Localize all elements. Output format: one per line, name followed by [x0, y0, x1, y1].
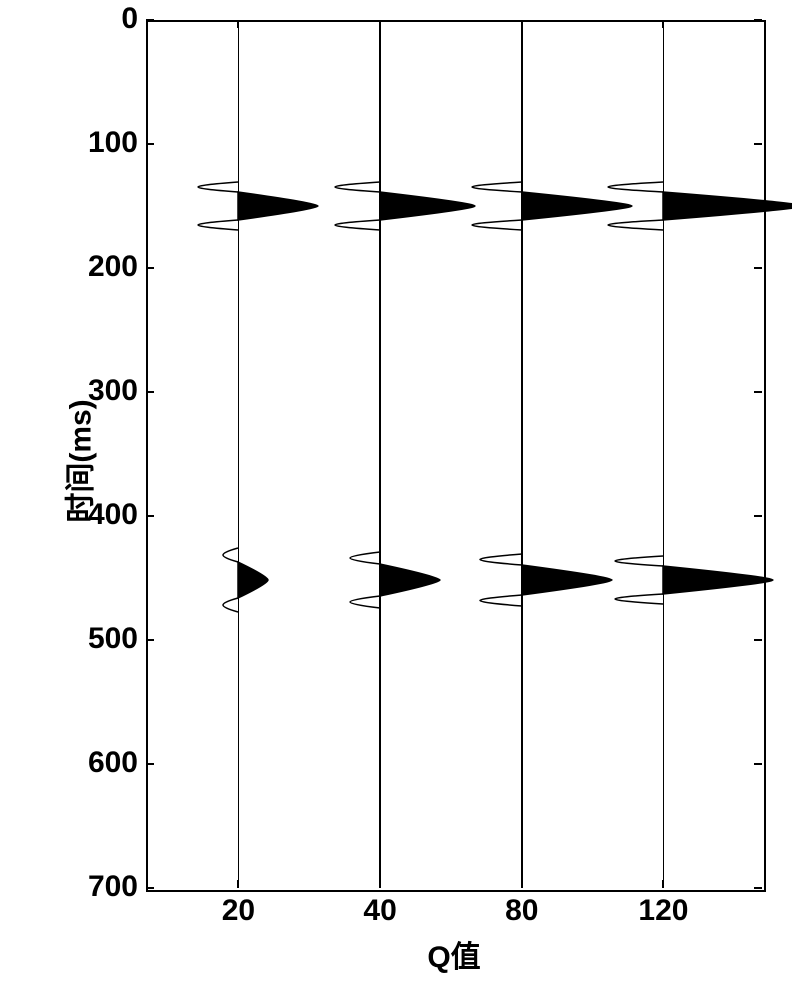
y-tick-label: 200	[88, 250, 138, 284]
y-tick-mark	[754, 267, 762, 269]
y-tick-mark	[146, 143, 154, 145]
y-tick-label: 400	[88, 498, 138, 532]
y-tick-mark	[754, 639, 762, 641]
y-tick-label: 600	[88, 746, 138, 780]
y-tick-mark	[146, 19, 154, 21]
y-tick-label: 700	[88, 870, 138, 904]
trace-baseline	[238, 20, 240, 888]
y-tick-mark	[146, 639, 154, 641]
seismic-wavelet	[613, 554, 775, 606]
y-tick-mark	[146, 391, 154, 393]
seismic-wavelet	[221, 546, 270, 614]
trace-baseline	[663, 20, 665, 888]
y-tick-label: 500	[88, 622, 138, 656]
y-tick-label: 300	[88, 374, 138, 408]
y-tick-mark	[754, 887, 762, 889]
x-axis-label: Q值	[394, 932, 514, 976]
trace-baseline	[521, 20, 523, 888]
y-tick-mark	[146, 887, 154, 889]
seismic-wavelet	[333, 180, 477, 232]
y-tick-label: 0	[121, 2, 138, 36]
y-tick-mark	[754, 143, 762, 145]
y-tick-mark	[146, 267, 154, 269]
x-tick-label: 40	[340, 894, 420, 928]
y-tick-mark	[754, 515, 762, 517]
seismic-wavelet	[348, 550, 442, 610]
y-tick-label: 100	[88, 126, 138, 160]
y-tick-mark	[146, 763, 154, 765]
x-tick-label: 120	[623, 894, 703, 928]
trace-baseline	[379, 20, 381, 888]
y-tick-mark	[754, 391, 762, 393]
seismic-wiggle-chart: 时间(ms) Q值 010020030040050060070020408012…	[0, 0, 792, 998]
y-tick-mark	[754, 763, 762, 765]
y-tick-mark	[146, 515, 154, 517]
y-tick-mark	[754, 19, 762, 21]
x-tick-label: 80	[482, 894, 562, 928]
x-tick-label: 20	[198, 894, 278, 928]
seismic-wavelet	[196, 180, 320, 232]
seismic-wavelet	[478, 552, 614, 608]
seismic-wavelet	[606, 180, 792, 232]
